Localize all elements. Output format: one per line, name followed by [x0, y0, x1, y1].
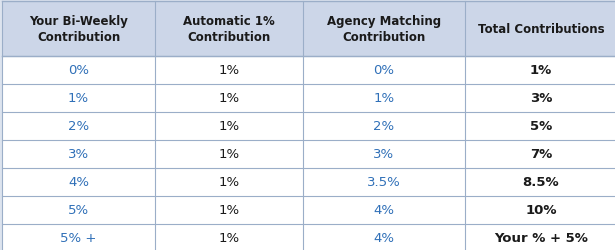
Text: 1%: 1% [218, 92, 240, 105]
Bar [2, 224, 155, 250]
Text: Your % + 5%: Your % + 5% [494, 232, 588, 244]
Text: 3%: 3% [373, 148, 395, 161]
Text: 8.5%: 8.5% [523, 176, 559, 189]
Bar [303, 85, 465, 112]
Bar [2, 57, 155, 85]
Text: 2%: 2% [373, 120, 395, 133]
Text: Your Bi-Weekly
Contribution: Your Bi-Weekly Contribution [29, 15, 128, 44]
Text: 1%: 1% [373, 92, 395, 105]
Bar [465, 2, 615, 57]
Bar [465, 57, 615, 85]
Bar [303, 224, 465, 250]
Text: 1%: 1% [530, 64, 552, 77]
Bar [465, 112, 615, 140]
Text: 4%: 4% [373, 232, 394, 244]
Bar [303, 168, 465, 196]
Text: Automatic 1%
Contribution: Automatic 1% Contribution [183, 15, 275, 44]
Bar [2, 112, 155, 140]
Text: Total Contributions: Total Contributions [478, 23, 605, 36]
Text: 5%: 5% [68, 204, 89, 217]
Bar [303, 112, 465, 140]
Text: 3%: 3% [68, 148, 89, 161]
Text: 1%: 1% [218, 232, 240, 244]
Text: 1%: 1% [218, 204, 240, 217]
Text: 3%: 3% [530, 92, 552, 105]
Bar [303, 196, 465, 224]
Text: 4%: 4% [373, 204, 394, 217]
Bar [155, 168, 303, 196]
Text: 1%: 1% [218, 64, 240, 77]
Bar [2, 85, 155, 112]
Text: 7%: 7% [530, 148, 552, 161]
Bar [303, 2, 465, 57]
Text: 1%: 1% [218, 176, 240, 189]
Text: 10%: 10% [525, 204, 557, 217]
Bar [155, 57, 303, 85]
Bar [155, 140, 303, 168]
Bar [155, 2, 303, 57]
Text: 0%: 0% [68, 64, 89, 77]
Text: 3.5%: 3.5% [367, 176, 401, 189]
Bar [155, 112, 303, 140]
Bar [465, 140, 615, 168]
Bar [303, 140, 465, 168]
Text: Agency Matching
Contribution: Agency Matching Contribution [327, 15, 441, 44]
Text: 5% +: 5% + [60, 232, 97, 244]
Bar [465, 85, 615, 112]
Text: 2%: 2% [68, 120, 89, 133]
Bar [2, 196, 155, 224]
Bar [2, 140, 155, 168]
Bar [155, 85, 303, 112]
Bar [2, 2, 155, 57]
Bar [303, 57, 465, 85]
Text: 1%: 1% [218, 120, 240, 133]
Text: 4%: 4% [68, 176, 89, 189]
Bar [465, 224, 615, 250]
Text: 0%: 0% [373, 64, 394, 77]
Text: 1%: 1% [68, 92, 89, 105]
Bar [465, 196, 615, 224]
Bar [2, 168, 155, 196]
Bar [155, 224, 303, 250]
Bar [465, 168, 615, 196]
Bar [155, 196, 303, 224]
Text: 1%: 1% [218, 148, 240, 161]
Text: 5%: 5% [530, 120, 552, 133]
